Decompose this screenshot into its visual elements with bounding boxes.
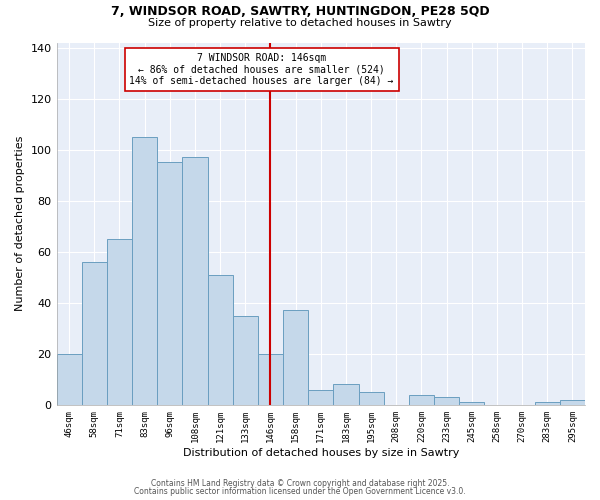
Bar (334, 384, 359, 405)
X-axis label: Distribution of detached houses by size in Sawtry: Distribution of detached houses by size … (182, 448, 459, 458)
Bar (182, 158, 208, 405)
Bar (132, 137, 157, 405)
Bar (535, 402, 560, 405)
Bar (208, 274, 233, 405)
Bar (258, 354, 283, 405)
Bar (283, 310, 308, 405)
Text: 7, WINDSOR ROAD, SAWTRY, HUNTINGDON, PE28 5QD: 7, WINDSOR ROAD, SAWTRY, HUNTINGDON, PE2… (110, 5, 490, 18)
Bar (107, 239, 132, 405)
Bar (82, 262, 107, 405)
Bar (359, 392, 383, 405)
Bar (233, 316, 258, 405)
Y-axis label: Number of detached properties: Number of detached properties (15, 136, 25, 312)
Bar (409, 394, 434, 405)
Bar (560, 400, 585, 405)
Text: Contains HM Land Registry data © Crown copyright and database right 2025.: Contains HM Land Registry data © Crown c… (151, 478, 449, 488)
Bar (308, 390, 334, 405)
Text: Contains public sector information licensed under the Open Government Licence v3: Contains public sector information licen… (134, 487, 466, 496)
Bar (56, 354, 82, 405)
Text: 7 WINDSOR ROAD: 146sqm
← 86% of detached houses are smaller (524)
14% of semi-de: 7 WINDSOR ROAD: 146sqm ← 86% of detached… (130, 52, 394, 86)
Bar (157, 162, 182, 405)
Bar (459, 402, 484, 405)
Text: Size of property relative to detached houses in Sawtry: Size of property relative to detached ho… (148, 18, 452, 28)
Bar (434, 397, 459, 405)
